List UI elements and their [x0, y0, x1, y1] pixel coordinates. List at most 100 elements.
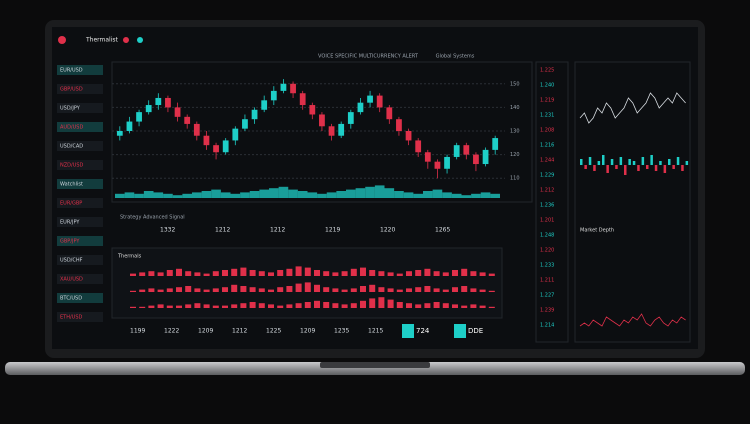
- histogram-bar: [461, 268, 468, 276]
- candle-body: [424, 152, 431, 162]
- watch-value: 1.216: [540, 143, 554, 149]
- candle-body: [222, 140, 229, 153]
- volume-bar: [317, 193, 327, 198]
- histogram-bar: [442, 289, 449, 292]
- histogram-bar: [470, 288, 477, 292]
- histogram-bar: [222, 287, 228, 292]
- side-bar: [615, 165, 618, 169]
- volume-bar: [134, 193, 144, 198]
- histogram-bar: [360, 286, 366, 292]
- sidebar-row[interactable]: [57, 198, 103, 208]
- histogram-bar: [295, 283, 302, 292]
- sidebar-row[interactable]: [57, 255, 103, 265]
- histogram-bar: [222, 270, 228, 276]
- histogram-bar: [157, 289, 164, 292]
- candle-body: [280, 83, 287, 91]
- candle-body: [184, 116, 191, 124]
- volume-bar: [115, 193, 125, 198]
- histogram-bar: [415, 287, 422, 292]
- histogram-bar: [360, 267, 366, 276]
- sidebar-row[interactable]: [57, 65, 103, 75]
- candle-body: [155, 97, 162, 106]
- histogram-bar: [212, 271, 219, 276]
- histogram-bar: [452, 304, 458, 308]
- price-label: 150: [510, 81, 520, 87]
- histogram-bar: [277, 270, 284, 276]
- menu[interactable]: Global Systems: [436, 54, 475, 60]
- volume-bar: [365, 186, 375, 198]
- footer-value: 1209: [300, 328, 315, 335]
- histogram-bar: [258, 271, 265, 276]
- histogram-bar: [341, 304, 348, 308]
- histogram-bar: [222, 305, 228, 308]
- histogram-bar: [185, 271, 192, 276]
- watch-value: 1.208: [540, 128, 554, 134]
- watch-value: 1.201: [540, 218, 554, 224]
- sidebar-row[interactable]: [57, 236, 103, 246]
- histogram-bar: [212, 305, 219, 308]
- histogram-bar: [488, 290, 495, 292]
- sidebar-row[interactable]: [57, 179, 103, 189]
- histogram-bar: [295, 266, 302, 276]
- histogram-bar: [424, 303, 431, 308]
- volume-bar: [384, 188, 395, 198]
- histogram-bar: [369, 298, 376, 308]
- badge[interactable]: [402, 324, 414, 338]
- side-bar: [685, 161, 689, 165]
- watch-value: 1.248: [540, 233, 554, 239]
- sidebar-row[interactable]: [57, 103, 103, 113]
- side-panel: [574, 61, 691, 343]
- side-bar: [668, 159, 671, 165]
- side-bar: [610, 159, 614, 165]
- volume-bar: [201, 191, 212, 198]
- candle-body: [126, 121, 133, 131]
- watch-value: 1.220: [540, 248, 554, 254]
- sidebar-row[interactable]: [57, 217, 103, 227]
- volume-bar: [240, 192, 250, 198]
- side-bar: [619, 157, 623, 165]
- candle-body: [193, 123, 200, 136]
- histogram-bar: [378, 271, 385, 276]
- histogram-bar: [176, 305, 182, 308]
- watch-value: 1.229: [540, 173, 554, 179]
- histogram-bar: [148, 288, 155, 292]
- sidebar-row[interactable]: [57, 122, 103, 132]
- histogram-bar: [130, 273, 136, 276]
- candle-body: [473, 154, 479, 165]
- sidebar-row[interactable]: [57, 141, 103, 151]
- histogram-bar: [203, 289, 210, 292]
- candle-body: [453, 145, 460, 157]
- histogram-bar: [406, 303, 412, 308]
- histogram-bar: [240, 286, 247, 292]
- badge[interactable]: [454, 324, 466, 338]
- sidebar-row[interactable]: [57, 160, 103, 170]
- sidebar-label: USD/CHF: [60, 258, 83, 264]
- candle-body: [319, 114, 325, 127]
- sidebar-row[interactable]: [57, 84, 103, 94]
- info-value: 1212: [270, 227, 285, 234]
- sidebar-row[interactable]: [57, 293, 103, 303]
- histogram-bar: [323, 302, 330, 308]
- volume-bar: [124, 192, 135, 198]
- histogram-bar: [369, 284, 376, 292]
- histogram-bar: [304, 302, 311, 308]
- side-bar: [584, 165, 587, 169]
- laptop-base: [5, 362, 745, 375]
- volume-bar: [394, 191, 404, 198]
- histogram-bar: [203, 273, 210, 276]
- sidebar-row[interactable]: [57, 312, 103, 322]
- footer-value: 1215: [368, 328, 383, 335]
- histogram-bar: [139, 289, 146, 292]
- volume-bar: [220, 192, 231, 198]
- volume-bar: [249, 191, 260, 198]
- histogram-bar: [479, 305, 486, 308]
- icon[interactable]: [137, 37, 143, 43]
- sidebar-row[interactable]: [57, 274, 103, 284]
- side-bar: [606, 165, 609, 173]
- sidebar-label: Watchlist: [60, 182, 83, 188]
- footer-value: 1212: [232, 328, 247, 335]
- volume-bar: [490, 193, 500, 198]
- icon[interactable]: [123, 37, 129, 43]
- histogram-bar: [148, 271, 155, 276]
- watchlist: [535, 61, 569, 343]
